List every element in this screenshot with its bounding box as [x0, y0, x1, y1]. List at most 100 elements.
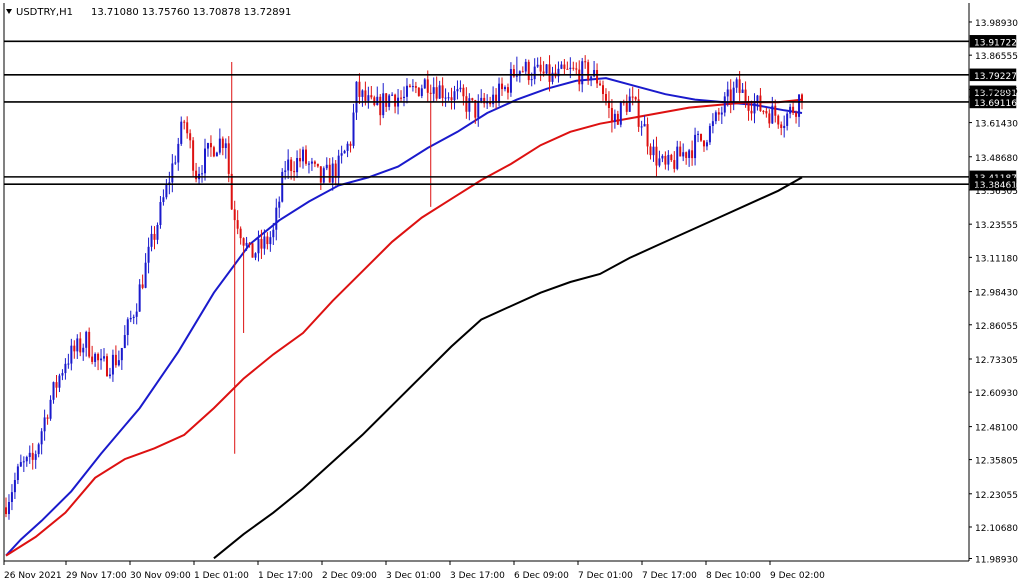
- candle-body: [694, 134, 697, 159]
- candle-body: [340, 153, 343, 156]
- horizontal-levels[interactable]: 13.9172213.7922713.6911613.4118713.38461…: [4, 35, 1017, 191]
- level-0-label: 13.91722: [974, 38, 1017, 48]
- candle-body: [587, 62, 590, 81]
- price-tick-label: 12.73305: [975, 356, 1018, 366]
- candle-body: [91, 356, 94, 362]
- candle-body: [103, 356, 106, 359]
- candle-body: [135, 311, 138, 317]
- candle-body: [768, 113, 771, 124]
- candle-body: [560, 64, 563, 69]
- candle-body: [361, 90, 364, 97]
- time-scale[interactable]: 26 Nov 2021 29 Nov 17:00 30 Nov 09:00 1 Dec…: [3, 561, 825, 581]
- candle-body: [640, 126, 643, 128]
- candle-body: [607, 100, 610, 109]
- candle-body: [218, 138, 221, 153]
- candle-body: [417, 87, 420, 96]
- candle-body: [257, 238, 260, 254]
- candle-body: [527, 61, 530, 81]
- candle-body: [646, 124, 649, 147]
- candle-body: [227, 143, 230, 174]
- time-tick-label: 2 Dec 09:00: [322, 571, 377, 581]
- chart-header: USDTRY,H1 13.71080 13.75760 13.70878 13.…: [6, 7, 291, 18]
- candle-body: [741, 89, 744, 93]
- price-tick-label: 12.35805: [975, 457, 1018, 467]
- candle-body: [64, 363, 67, 374]
- candle-body: [108, 374, 111, 377]
- candle-body: [735, 79, 738, 88]
- price-tick-label: 12.60930: [975, 389, 1018, 399]
- candle-body: [581, 61, 584, 85]
- time-tick-label: 7 Dec 01:00: [578, 571, 633, 581]
- candle-body: [634, 97, 637, 100]
- candle-body: [711, 121, 714, 127]
- candle-body: [43, 417, 46, 432]
- candle-body: [676, 146, 679, 169]
- candle-body: [506, 87, 509, 93]
- candle-body: [426, 79, 429, 93]
- price-tick-label: 12.98430: [975, 289, 1018, 299]
- candle-body: [40, 431, 43, 445]
- candle-body: [518, 71, 521, 76]
- time-tick-label: 6 Dec 09:00: [514, 571, 569, 581]
- price-tick-label: 12.23055: [975, 491, 1018, 501]
- dropdown-triangle-icon[interactable]: [6, 9, 12, 14]
- time-tick-label: 3 Dec 17:00: [450, 571, 505, 581]
- candle-body: [667, 154, 670, 165]
- candle-body: [515, 75, 518, 77]
- price-tick-label: 13.23555: [975, 221, 1018, 231]
- candle-body: [13, 480, 16, 493]
- candle-body: [183, 121, 186, 123]
- ohlc-values: 13.71080 13.75760 13.70878 13.72891: [91, 7, 291, 18]
- candle-body: [177, 143, 180, 163]
- candle-body: [126, 319, 129, 336]
- candle-body: [394, 94, 397, 107]
- candle-body: [575, 68, 578, 70]
- candle-body: [147, 246, 150, 263]
- level-4-label: 13.38461: [974, 181, 1017, 191]
- candle-body: [750, 110, 753, 114]
- candle-body: [551, 72, 554, 82]
- candle-body: [717, 112, 720, 115]
- price-tick-label: 13.98930: [975, 19, 1018, 29]
- price-tick-label: 13.86555: [975, 52, 1018, 62]
- candle-body: [732, 87, 735, 104]
- candle-body: [302, 149, 305, 162]
- candle-body: [275, 207, 278, 230]
- candle-body: [385, 93, 388, 107]
- candle-body: [156, 224, 159, 240]
- candle-body: [679, 146, 682, 157]
- candle-body: [530, 79, 533, 81]
- candle-body: [616, 113, 619, 125]
- candle-body: [367, 95, 370, 101]
- candle-body: [195, 170, 198, 180]
- price-scale[interactable]: 11.98930 12.10680 12.23055 12.35805 12.48100…: [969, 19, 1018, 566]
- candle-body: [212, 147, 215, 157]
- candle-body: [67, 363, 70, 365]
- candle-body: [723, 96, 726, 113]
- candle-body: [331, 163, 334, 183]
- black-moving-average-line: [213, 176, 803, 560]
- candle-body: [370, 95, 373, 98]
- candle-body: [783, 125, 786, 129]
- current-price-tag: [969, 85, 1017, 99]
- candle-body: [619, 102, 622, 125]
- candle-body: [521, 71, 524, 73]
- candle-body: [432, 87, 435, 94]
- candle-body: [337, 155, 340, 178]
- price-tick-label: 11.98930: [975, 556, 1018, 566]
- candle-body: [462, 87, 465, 97]
- candle-body: [111, 354, 114, 375]
- candle-body: [423, 79, 426, 89]
- candle-body: [7, 501, 10, 515]
- candle-body: [120, 347, 123, 361]
- candle-body: [343, 150, 346, 154]
- candle-body: [82, 347, 85, 353]
- candle-body: [403, 96, 405, 98]
- candle-body: [557, 68, 560, 77]
- price-tick-label: 13.36305: [975, 187, 1018, 197]
- candle-body: [765, 111, 768, 114]
- candle-body: [613, 113, 616, 122]
- candle-body: [450, 97, 453, 101]
